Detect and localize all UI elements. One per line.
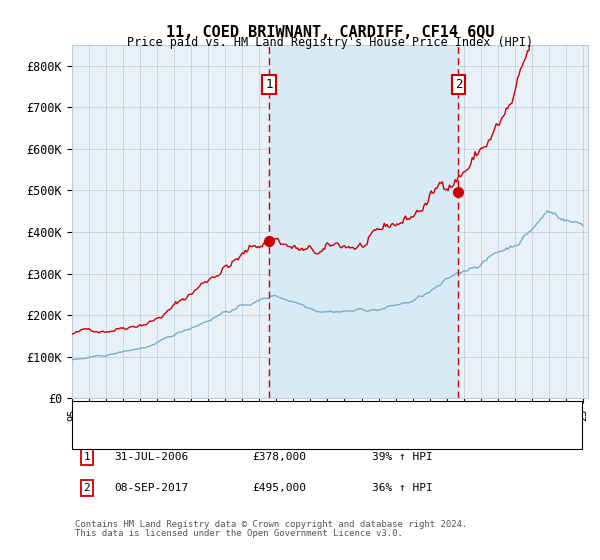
Text: 11, COED BRIWNANT, CARDIFF, CF14 6QU: 11, COED BRIWNANT, CARDIFF, CF14 6QU xyxy=(166,25,494,40)
Text: Contains HM Land Registry data © Crown copyright and database right 2024.: Contains HM Land Registry data © Crown c… xyxy=(75,520,467,529)
Bar xyxy=(269,45,458,398)
Text: ——: —— xyxy=(84,408,99,421)
Text: 39% ↑ HPI: 39% ↑ HPI xyxy=(372,452,433,462)
Text: 1: 1 xyxy=(83,452,91,462)
Text: 11, COED BRIWNANT, CARDIFF, CF14 6QU (detached house): 11, COED BRIWNANT, CARDIFF, CF14 6QU (de… xyxy=(114,409,445,419)
Text: 36% ↑ HPI: 36% ↑ HPI xyxy=(372,483,433,493)
Text: £378,000: £378,000 xyxy=(252,452,306,462)
Text: 2: 2 xyxy=(83,483,91,493)
Text: £495,000: £495,000 xyxy=(252,483,306,493)
Text: ——: —— xyxy=(84,429,99,442)
Text: 2: 2 xyxy=(455,78,462,91)
Text: Price paid vs. HM Land Registry's House Price Index (HPI): Price paid vs. HM Land Registry's House … xyxy=(127,36,533,49)
Text: HPI: Average price, detached house, Cardiff: HPI: Average price, detached house, Card… xyxy=(114,431,383,440)
Text: 31-JUL-2006: 31-JUL-2006 xyxy=(114,452,188,462)
Text: This data is licensed under the Open Government Licence v3.0.: This data is licensed under the Open Gov… xyxy=(75,529,403,538)
Text: 1: 1 xyxy=(265,78,273,91)
Text: 08-SEP-2017: 08-SEP-2017 xyxy=(114,483,188,493)
